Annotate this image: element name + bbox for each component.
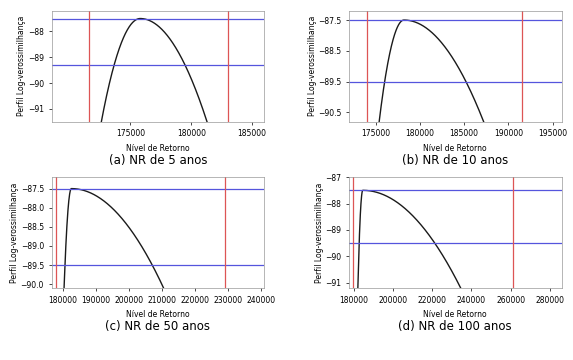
X-axis label: Nível de Retorno: Nível de Retorno (126, 144, 190, 153)
Y-axis label: Perfil Log-verossimilhança: Perfil Log-verossimilhança (308, 16, 317, 116)
Title: (d) NR de 100 anos: (d) NR de 100 anos (398, 320, 512, 333)
Y-axis label: Perfil Log-verossimilhança: Perfil Log-verossimilhança (315, 183, 324, 283)
Title: (b) NR de 10 anos: (b) NR de 10 anos (402, 154, 508, 167)
X-axis label: Nível de Retorno: Nível de Retorno (126, 310, 190, 319)
Title: (a) NR de 5 anos: (a) NR de 5 anos (108, 154, 207, 167)
Y-axis label: Perfil Log-verossimilhança: Perfil Log-verossimilhança (10, 183, 19, 283)
Title: (c) NR de 50 anos: (c) NR de 50 anos (105, 320, 210, 333)
X-axis label: Nível de Retorno: Nível de Retorno (423, 310, 487, 319)
X-axis label: Nível de Retorno: Nível de Retorno (423, 144, 487, 153)
Y-axis label: Perfil Log-verossimilhança: Perfil Log-verossimilhança (17, 16, 26, 116)
